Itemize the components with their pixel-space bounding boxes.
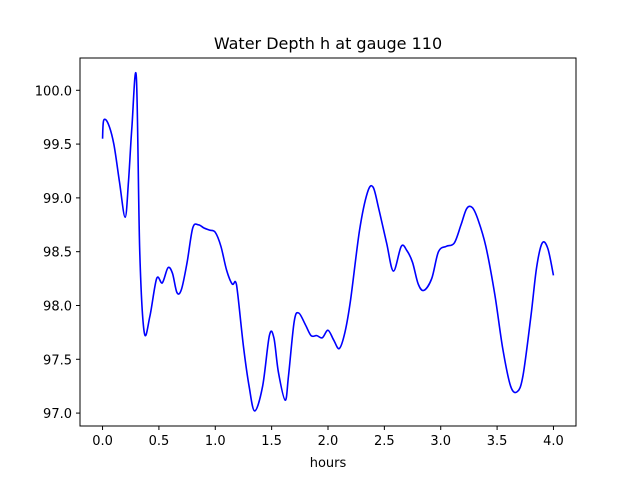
x-tick-label: 2.5 — [374, 434, 395, 449]
x-tick-label: 3.5 — [487, 434, 508, 449]
y-tick-label: 97.5 — [43, 353, 72, 368]
x-tick-label: 0.0 — [92, 434, 113, 449]
plot-frame — [79, 57, 577, 427]
series-line-0 — [101, 72, 555, 412]
y-tick-label: 97.0 — [43, 407, 72, 422]
y-tick-label: 98.0 — [43, 299, 72, 314]
x-tick-label: 1.0 — [205, 434, 226, 449]
x-tick-label: 4.0 — [543, 434, 564, 449]
x-tick-label: 3.0 — [430, 434, 451, 449]
chart-title: Water Depth h at gauge 110 — [214, 34, 442, 53]
plot-area — [101, 72, 555, 412]
y-tick-label: 99.0 — [43, 192, 72, 207]
axes: 0.0 0.5 1.0 1.5 2.0 2.5 3.0 3.5 4.0 97.0 97.5 98.0 9… — [35, 57, 577, 449]
x-tick-label: 0.5 — [149, 434, 170, 449]
x-tick-label: 2.0 — [318, 434, 339, 449]
x-tick-label: 1.5 — [261, 434, 282, 449]
y-tick-label: 98.5 — [43, 246, 72, 261]
y-tick-label: 99.5 — [43, 138, 72, 153]
x-axis-label: hours — [310, 456, 347, 471]
y-tick-label: 100.0 — [35, 84, 72, 99]
